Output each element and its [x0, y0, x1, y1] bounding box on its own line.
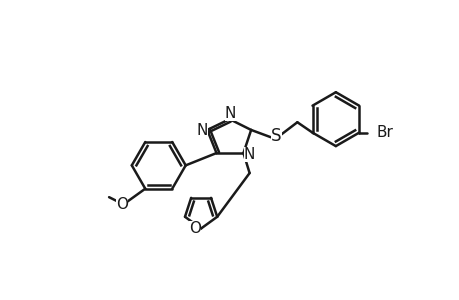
Text: S: S	[271, 127, 281, 145]
Text: O: O	[116, 196, 128, 211]
Text: N: N	[243, 147, 255, 162]
Text: O: O	[189, 221, 201, 236]
Text: Br: Br	[375, 125, 392, 140]
Text: N: N	[196, 123, 207, 138]
Text: N: N	[224, 106, 235, 121]
